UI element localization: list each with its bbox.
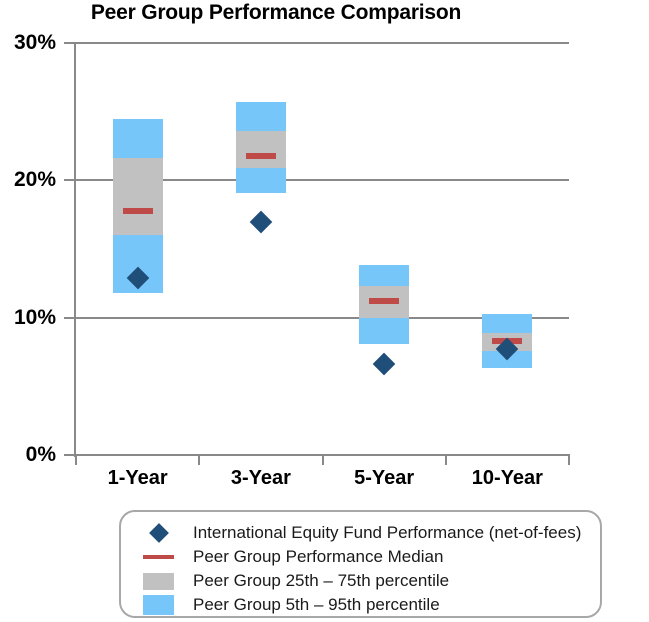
legend-item-median: Peer Group Performance Median xyxy=(121,545,600,569)
legend-label-median: Peer Group Performance Median xyxy=(193,547,444,566)
median-dash-1-year xyxy=(122,207,153,214)
gridline-10 xyxy=(76,316,569,319)
legend-item-p25-75: Peer Group 25th – 75th percentile xyxy=(121,569,600,593)
legend-item-fund: International Equity Fund Performance (n… xyxy=(121,521,600,545)
x-axis-label-1-year: 1-Year xyxy=(107,467,168,489)
x-axis-tick-3 xyxy=(444,454,447,465)
y-axis-tick-10 xyxy=(64,316,76,319)
y-axis-label-20: 20% xyxy=(13,168,56,192)
median-dash-3-year xyxy=(245,152,276,159)
legend-label-p5-95: Peer Group 5th – 95th percentile xyxy=(193,595,440,614)
y-axis-tick-20 xyxy=(64,179,76,182)
p5-95-swatch-icon xyxy=(143,595,174,615)
y-axis-label-0: 0% xyxy=(25,443,56,466)
gridline-30 xyxy=(76,42,569,44)
x-axis-label-3-year: 3-Year xyxy=(230,467,291,489)
chart-title: Peer Group Performance Comparison xyxy=(90,1,462,24)
p25-75-bar-1-year xyxy=(112,158,163,236)
median-dash-5-year xyxy=(369,298,400,305)
x-axis-tick-1 xyxy=(198,454,201,465)
x-axis-label-10-year: 10-Year xyxy=(471,467,543,489)
p25-75-swatch-icon xyxy=(143,572,174,590)
x-axis-tick-2 xyxy=(321,454,324,465)
fund-diamond-icon xyxy=(148,523,169,543)
plot-area: 30% 20% 10% 0% 1-Year 3-Year 5-Year 10-Year xyxy=(14,31,570,489)
legend-label-fund: International Equity Fund Performance (n… xyxy=(193,523,582,542)
y-axis-label-30: 30% xyxy=(13,31,56,54)
p25-75-bar-3-year xyxy=(235,130,286,168)
y-axis-label-10: 10% xyxy=(13,305,56,329)
median-line-icon xyxy=(143,555,174,559)
y-axis-line xyxy=(74,43,76,457)
fund-diamond-5-year xyxy=(372,353,396,376)
y-axis-tick-0 xyxy=(64,454,76,456)
y-axis-tick-30 xyxy=(64,42,76,44)
gridline-20 xyxy=(76,179,569,182)
x-axis-tick-0 xyxy=(75,454,77,465)
x-axis-label-5-year: 5-Year xyxy=(354,467,415,489)
legend-label-p25-75: Peer Group 25th – 75th percentile xyxy=(193,571,450,590)
fund-diamond-3-year xyxy=(249,210,273,233)
x-axis-tick-4 xyxy=(568,454,570,465)
legend-item-p5-95: Peer Group 5th – 95th percentile xyxy=(121,593,600,617)
legend: International Equity Fund Performance (n… xyxy=(119,510,602,618)
